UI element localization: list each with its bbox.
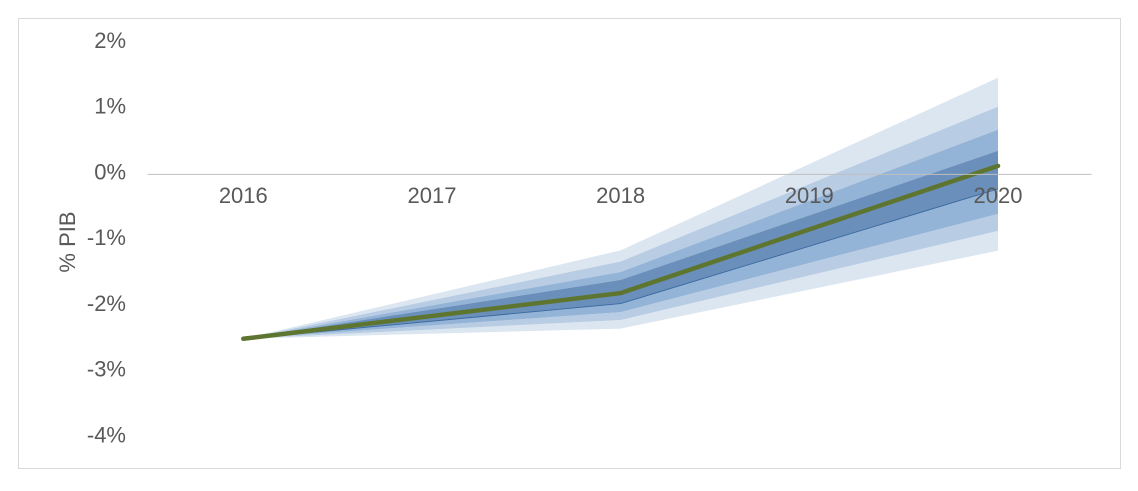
svg-text:-4%: -4% xyxy=(87,422,126,447)
svg-text:-3%: -3% xyxy=(87,357,126,382)
svg-text:-1%: -1% xyxy=(87,225,126,250)
svg-text:% PIB: % PIB xyxy=(55,211,80,272)
svg-text:1%: 1% xyxy=(94,94,126,119)
svg-text:2016: 2016 xyxy=(219,183,268,208)
svg-text:2019: 2019 xyxy=(785,183,834,208)
svg-text:2017: 2017 xyxy=(408,183,457,208)
svg-text:2018: 2018 xyxy=(596,183,645,208)
svg-text:-2%: -2% xyxy=(87,291,126,316)
svg-text:2%: 2% xyxy=(94,28,126,53)
svg-text:0%: 0% xyxy=(94,159,126,184)
svg-text:2020: 2020 xyxy=(974,183,1023,208)
